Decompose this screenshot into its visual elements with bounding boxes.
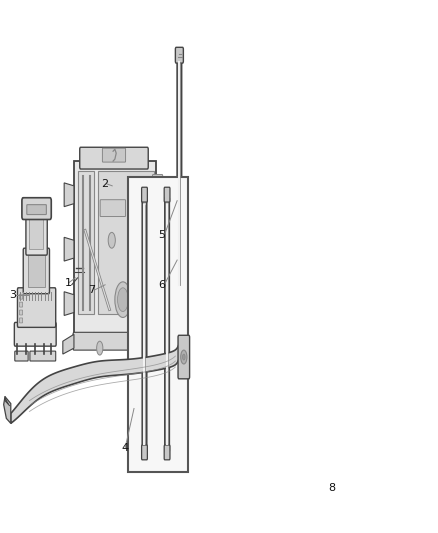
- FancyBboxPatch shape: [176, 284, 183, 296]
- Polygon shape: [11, 339, 181, 423]
- FancyBboxPatch shape: [29, 220, 43, 249]
- FancyBboxPatch shape: [30, 351, 56, 361]
- FancyBboxPatch shape: [26, 214, 47, 255]
- FancyBboxPatch shape: [178, 335, 190, 379]
- Text: 3: 3: [9, 290, 16, 300]
- FancyBboxPatch shape: [177, 56, 182, 290]
- FancyBboxPatch shape: [14, 322, 56, 346]
- FancyBboxPatch shape: [152, 237, 162, 254]
- FancyBboxPatch shape: [18, 288, 56, 327]
- Circle shape: [156, 273, 159, 281]
- FancyBboxPatch shape: [142, 198, 147, 451]
- Circle shape: [181, 350, 187, 364]
- FancyBboxPatch shape: [22, 198, 51, 220]
- FancyBboxPatch shape: [78, 171, 94, 314]
- Polygon shape: [63, 334, 74, 354]
- Text: 4: 4: [121, 443, 129, 453]
- FancyBboxPatch shape: [152, 323, 162, 340]
- FancyBboxPatch shape: [27, 205, 46, 215]
- FancyBboxPatch shape: [28, 255, 45, 287]
- Bar: [128, 177, 188, 472]
- Circle shape: [97, 341, 103, 355]
- Circle shape: [156, 241, 159, 249]
- FancyBboxPatch shape: [141, 187, 147, 202]
- FancyBboxPatch shape: [19, 310, 23, 315]
- Polygon shape: [64, 183, 74, 207]
- FancyBboxPatch shape: [152, 204, 162, 221]
- FancyBboxPatch shape: [174, 280, 185, 300]
- Text: 7: 7: [88, 285, 95, 295]
- Circle shape: [155, 292, 162, 305]
- Circle shape: [115, 282, 131, 318]
- FancyBboxPatch shape: [73, 332, 148, 350]
- FancyBboxPatch shape: [164, 187, 170, 202]
- FancyBboxPatch shape: [80, 147, 148, 169]
- FancyBboxPatch shape: [152, 303, 162, 320]
- FancyBboxPatch shape: [164, 445, 170, 460]
- Circle shape: [183, 354, 185, 360]
- FancyBboxPatch shape: [174, 283, 184, 301]
- FancyBboxPatch shape: [99, 171, 154, 314]
- FancyBboxPatch shape: [102, 148, 126, 162]
- Polygon shape: [64, 237, 74, 261]
- FancyBboxPatch shape: [100, 200, 126, 216]
- Circle shape: [108, 232, 115, 248]
- Polygon shape: [4, 397, 11, 423]
- FancyBboxPatch shape: [177, 229, 182, 286]
- Circle shape: [153, 287, 164, 311]
- Text: 1: 1: [65, 278, 72, 288]
- FancyBboxPatch shape: [15, 351, 28, 361]
- FancyBboxPatch shape: [19, 302, 23, 307]
- FancyBboxPatch shape: [160, 294, 180, 304]
- FancyBboxPatch shape: [19, 318, 23, 323]
- Text: 2: 2: [101, 179, 108, 189]
- Circle shape: [157, 296, 160, 302]
- Circle shape: [156, 327, 159, 335]
- Circle shape: [112, 180, 117, 192]
- Circle shape: [175, 214, 184, 231]
- Text: 6: 6: [159, 280, 166, 290]
- FancyBboxPatch shape: [152, 174, 162, 191]
- FancyBboxPatch shape: [165, 198, 170, 451]
- FancyBboxPatch shape: [141, 445, 147, 460]
- Polygon shape: [64, 292, 74, 316]
- Circle shape: [177, 219, 181, 227]
- Text: 5: 5: [159, 230, 166, 240]
- Circle shape: [78, 272, 81, 278]
- Circle shape: [156, 179, 159, 187]
- FancyBboxPatch shape: [152, 269, 162, 285]
- Circle shape: [156, 308, 159, 316]
- Circle shape: [156, 208, 159, 216]
- FancyBboxPatch shape: [175, 47, 184, 63]
- FancyBboxPatch shape: [74, 161, 156, 334]
- Circle shape: [114, 183, 116, 188]
- FancyBboxPatch shape: [19, 294, 23, 299]
- FancyBboxPatch shape: [23, 248, 49, 294]
- Circle shape: [117, 288, 128, 311]
- Text: 8: 8: [328, 483, 336, 492]
- Circle shape: [76, 268, 82, 282]
- Circle shape: [173, 208, 186, 236]
